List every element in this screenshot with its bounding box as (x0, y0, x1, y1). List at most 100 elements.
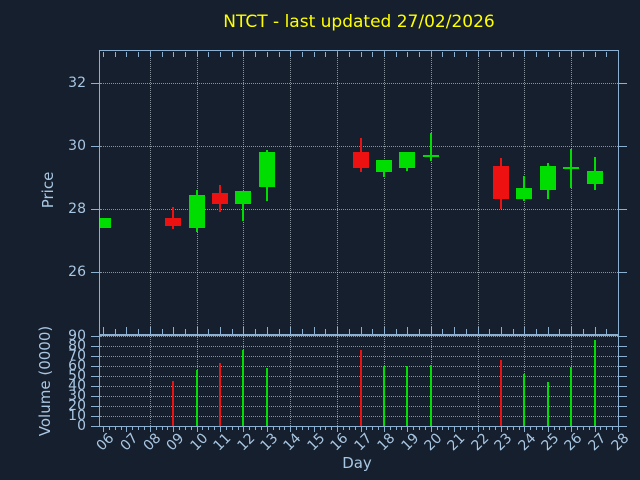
price-xtick-top (161, 52, 163, 57)
price-xtick-bottom (301, 329, 303, 334)
volume-tick-label-0: 0 (77, 418, 86, 434)
volume-xtick-bottom (161, 427, 163, 430)
price-vgridline-day-14 (290, 51, 292, 335)
price-xtick-bottom (278, 329, 280, 334)
volume-ytick-left (91, 356, 99, 357)
volume-bar-day-10 (195, 370, 198, 426)
price-xtick-bottom (430, 327, 432, 334)
volume-bar-day-12 (242, 350, 245, 426)
volume-xtick-bottom (500, 427, 502, 432)
volume-bar-day-25 (546, 382, 549, 426)
volume-xtick-bottom (483, 427, 485, 430)
volume-ytick-left (91, 366, 99, 367)
volume-xtick-bottom (407, 427, 409, 432)
price-ytick-right (619, 271, 627, 273)
price-xtick-top (395, 52, 397, 57)
price-xtick-top (231, 52, 233, 57)
volume-xtick-bottom (419, 427, 421, 430)
price-vgridline-day-20 (430, 51, 432, 335)
volume-xtick-bottom (577, 427, 579, 430)
price-xtick-bottom (243, 327, 245, 334)
volume-xtick-bottom (307, 427, 309, 430)
x-tick-label-10: 10 (187, 430, 212, 455)
price-xtick-top (255, 52, 257, 57)
price-xtick-bottom (547, 327, 549, 334)
volume-vgridline-day-22 (477, 335, 479, 426)
price-xtick-top (500, 52, 502, 57)
volume-xtick-bottom (337, 427, 339, 432)
price-xtick-bottom (454, 327, 456, 334)
volume-tick-label-10: 10 (68, 408, 86, 424)
volume-ytick-right (619, 366, 627, 367)
price-xtick-top (348, 52, 350, 57)
volume-hgridline-10 (100, 416, 618, 417)
volume-tick-label-30: 30 (68, 388, 86, 404)
price-xtick-top (220, 52, 222, 57)
volume-xtick-bottom (319, 427, 321, 430)
volume-hgridline-70 (100, 356, 618, 357)
price-vgridline-day-8 (149, 51, 151, 335)
price-panel (99, 50, 619, 336)
price-xtick-bottom (313, 327, 315, 334)
price-xtick-bottom (465, 329, 467, 334)
volume-ytick-left (91, 416, 99, 417)
volume-xtick-bottom (266, 427, 268, 432)
volume-xtick-bottom (413, 427, 415, 430)
volume-ytick-left (91, 336, 99, 337)
price-ytick-right (619, 82, 627, 84)
volume-xtick-bottom (255, 427, 257, 430)
volume-bar-day-20 (429, 365, 432, 426)
price-xtick-bottom (360, 327, 362, 334)
volume-xtick-bottom (606, 427, 608, 430)
price-hgridline-30 (100, 145, 618, 147)
volume-hgridline-80 (100, 346, 618, 347)
volume-xtick-bottom (565, 427, 567, 430)
volume-vgridline-day-8 (149, 335, 151, 426)
volume-xtick-bottom (430, 427, 432, 432)
volume-xtick-bottom (290, 427, 292, 432)
volume-ytick-right (619, 346, 627, 347)
volume-xtick-bottom (278, 427, 280, 430)
x-tick-label-18: 18 (374, 430, 399, 455)
volume-hgridline-30 (100, 396, 618, 397)
volume-hgridline-50 (100, 376, 618, 377)
price-xtick-top (360, 52, 362, 57)
candle-body-day-23 (492, 166, 509, 200)
volume-xtick-bottom (489, 427, 491, 430)
volume-ytick-left (91, 376, 99, 377)
candle-body-day-12 (235, 191, 252, 205)
volume-xtick-bottom (208, 427, 210, 430)
price-xtick-top (547, 52, 549, 57)
volume-xtick-bottom (301, 427, 303, 430)
candle-body-day-09 (165, 218, 182, 227)
price-xtick-top (114, 52, 116, 57)
volume-ytick-left (91, 386, 99, 387)
price-xtick-bottom (524, 327, 526, 334)
x-tick-label-12: 12 (234, 430, 259, 455)
x-tick-label-15: 15 (304, 430, 329, 455)
price-xtick-top (301, 52, 303, 57)
volume-xtick-bottom (395, 427, 397, 430)
volume-xtick-bottom (383, 427, 385, 432)
price-xtick-top (594, 52, 596, 57)
candle-body-day-17 (352, 151, 369, 168)
price-xtick-bottom (231, 329, 233, 334)
price-xtick-top (559, 52, 561, 57)
price-hgridline-28 (100, 208, 618, 210)
volume-bar-day-19 (406, 366, 409, 426)
price-xtick-top (313, 52, 315, 57)
volume-xtick-bottom (138, 427, 140, 430)
volume-xtick-bottom (155, 427, 157, 430)
price-xtick-bottom (419, 329, 421, 334)
volume-xtick-bottom (477, 427, 479, 432)
price-ytick-right (619, 145, 627, 147)
price-xtick-bottom (571, 327, 573, 334)
volume-xtick-bottom (600, 427, 602, 430)
volume-xtick-bottom (214, 427, 216, 430)
x-tick-label-24: 24 (515, 430, 539, 455)
price-xtick-bottom (138, 329, 140, 334)
price-xtick-bottom (220, 327, 222, 334)
volume-xtick-bottom (582, 427, 584, 430)
x-tick-label-21: 21 (444, 430, 469, 455)
volume-tick-label-50: 50 (68, 368, 86, 384)
